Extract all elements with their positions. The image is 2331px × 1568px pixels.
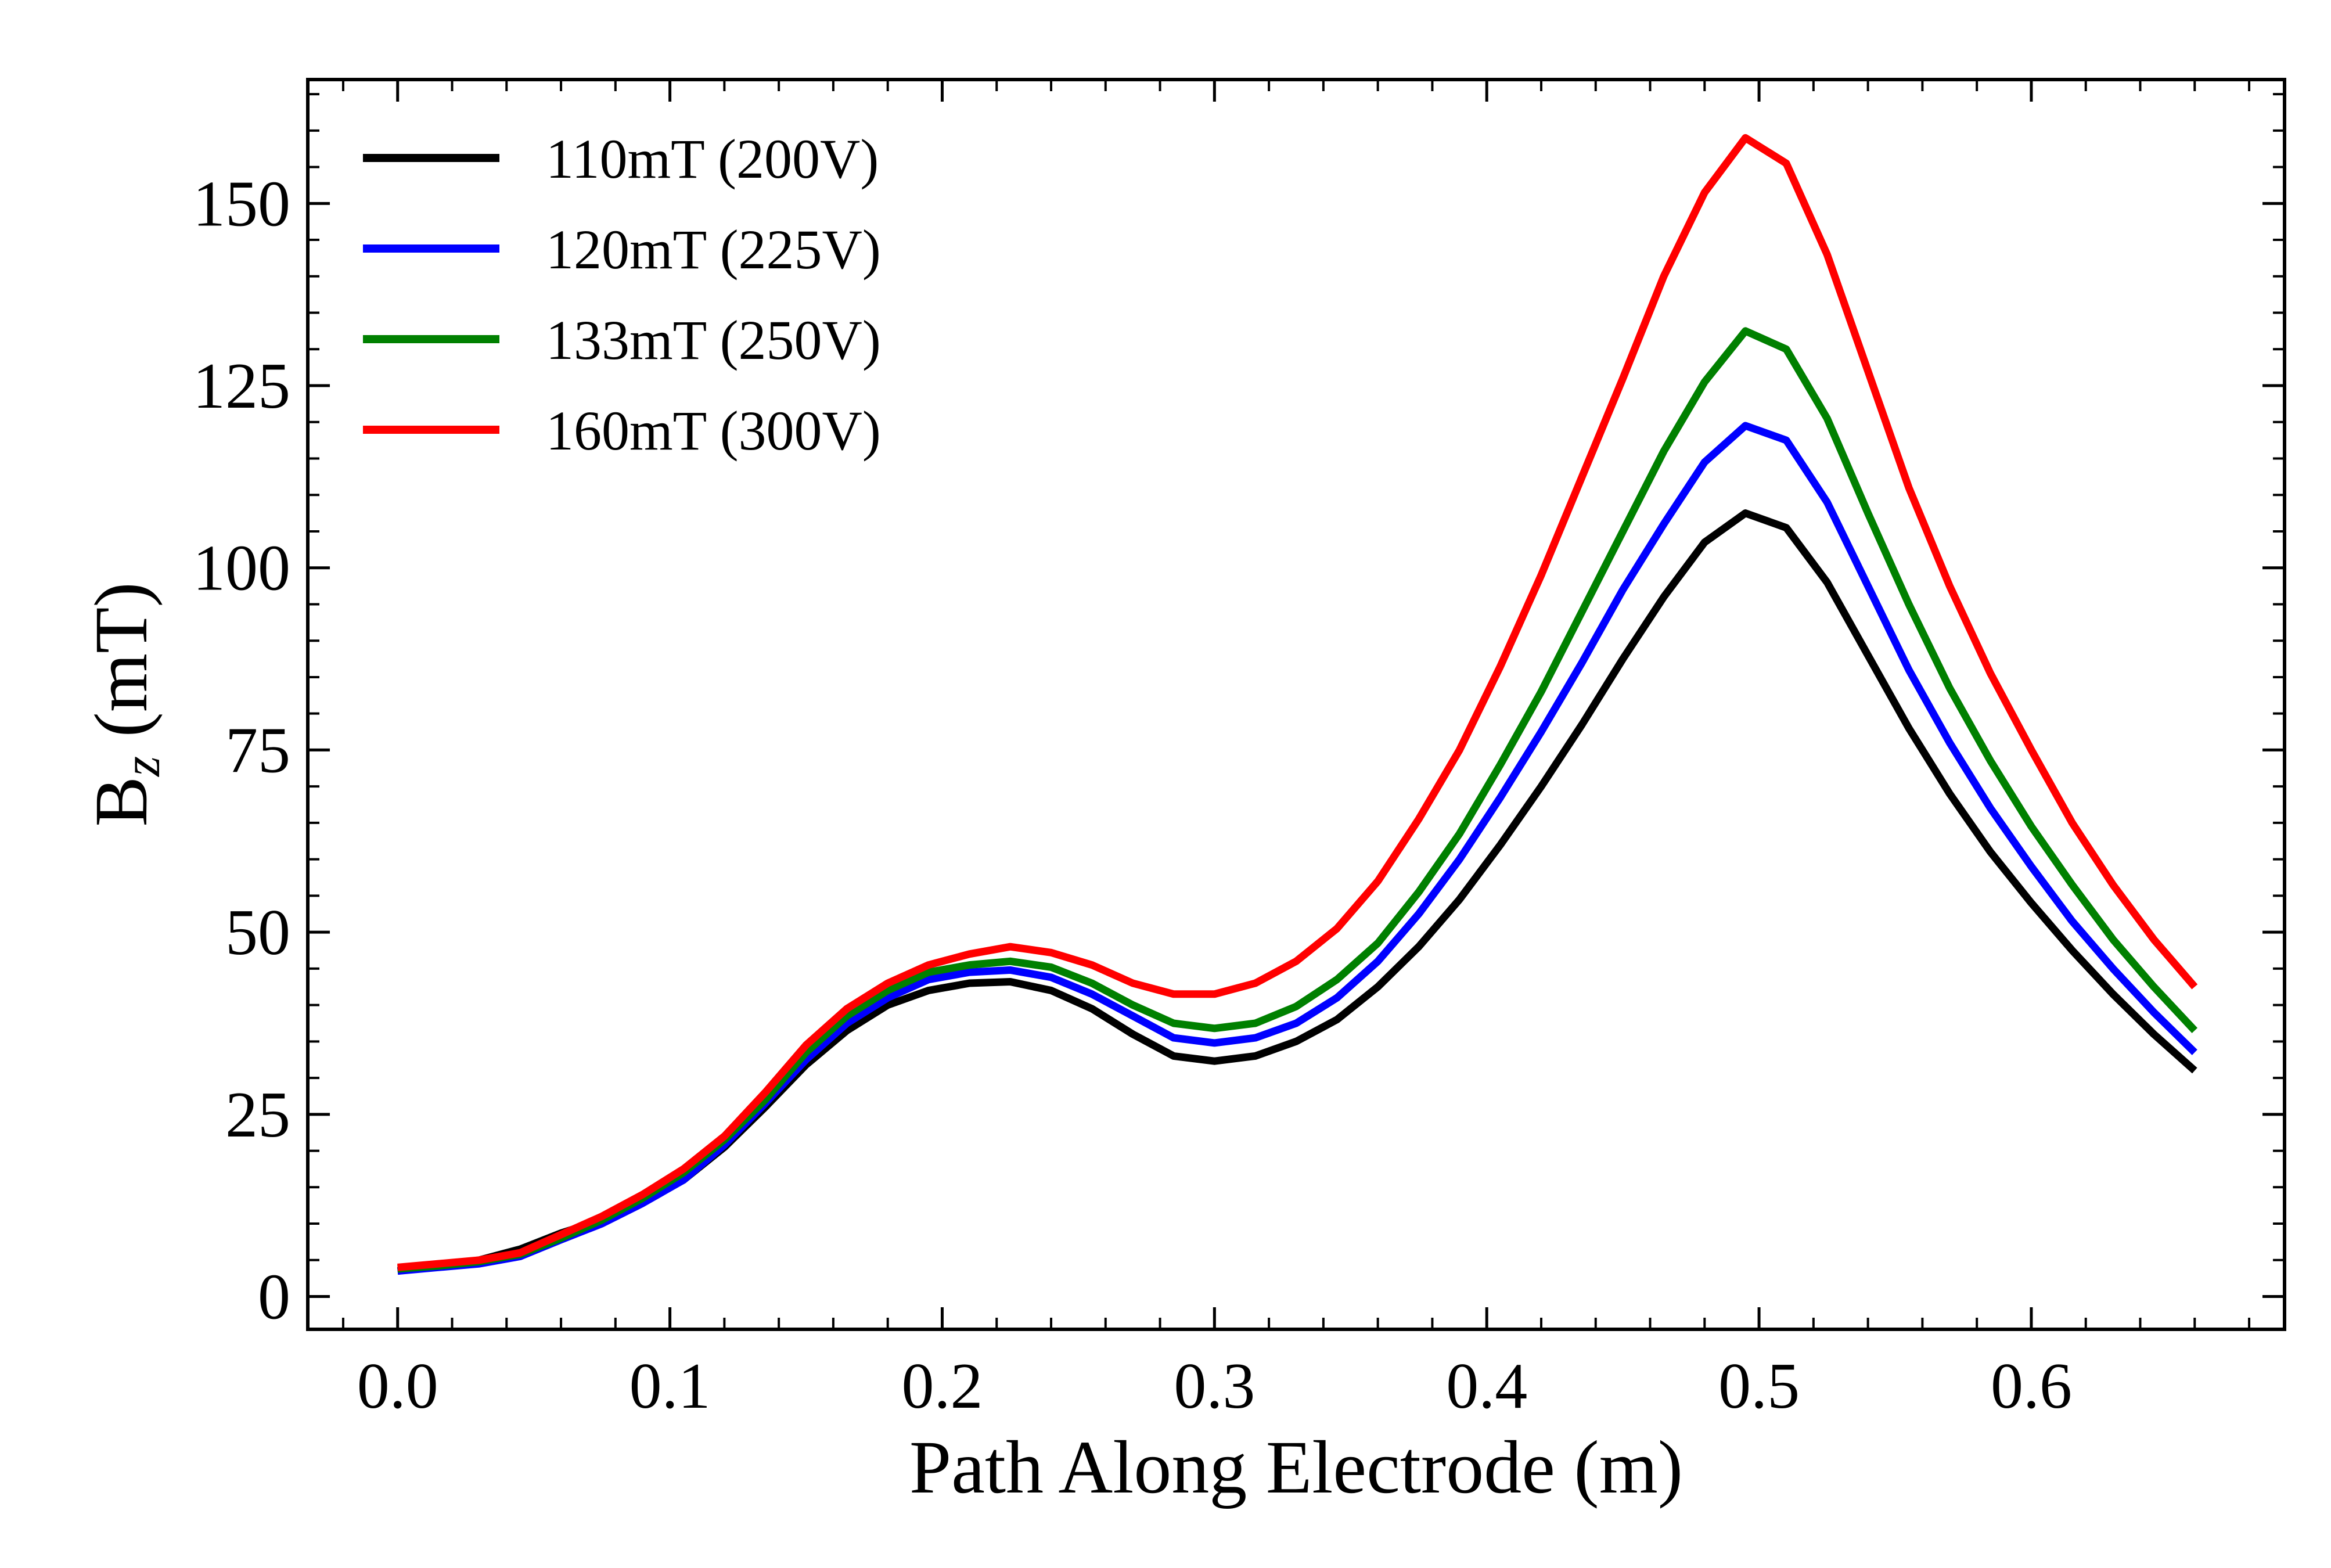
y-tick-label: 75 — [225, 714, 290, 786]
minor-ticks — [308, 80, 2285, 1329]
legend: 110mT (200V) 120mT (225V) 133mT (250V) 160m… — [363, 128, 881, 462]
y-tick-label: 25 — [225, 1079, 290, 1151]
x-tick-label: 0.0 — [357, 1350, 438, 1422]
legend-label-4: 160mT (300V) — [546, 400, 881, 462]
series-line-2 — [397, 422, 2197, 1275]
y-tick-label: 150 — [193, 168, 290, 240]
x-tick-label: 0.5 — [1718, 1350, 1800, 1422]
series-line-4 — [397, 134, 2198, 1271]
y-tick-label: 100 — [193, 533, 290, 605]
x-tick-label: 0.2 — [901, 1350, 983, 1422]
y-tick-label: 50 — [225, 897, 290, 969]
major-ticks — [308, 80, 2285, 1329]
y-tick-label: 125 — [193, 350, 290, 422]
x-axis-title: Path Along Electrode (m) — [909, 1426, 1683, 1509]
series-line-1 — [397, 509, 2197, 1275]
legend-label-3: 133mT (250V) — [546, 309, 881, 371]
y-tick-labels: 0 25 50 75 100 125 150 — [193, 168, 290, 1333]
y-axis-title-subscript: z — [113, 756, 171, 778]
y-tick-label: 0 — [258, 1261, 290, 1333]
plot-frame — [306, 78, 2286, 1331]
x-tick-label: 0.1 — [629, 1350, 711, 1422]
series-lines — [397, 134, 2198, 1275]
y-axis-title: Bz (mT) — [80, 582, 171, 826]
series-line-3 — [397, 327, 2198, 1273]
x-tick-label: 0.3 — [1174, 1350, 1255, 1422]
x-tick-labels: 0.0 0.1 0.2 0.3 0.4 0.5 0.6 — [357, 1350, 2072, 1422]
x-tick-label: 0.6 — [1991, 1350, 2072, 1422]
legend-label-2: 120mT (225V) — [546, 218, 881, 280]
legend-label-1: 110mT (200V) — [546, 128, 879, 190]
y-axis-title-main: B — [80, 776, 163, 827]
y-axis-title-unit: (mT) — [80, 582, 163, 756]
x-tick-label: 0.4 — [1446, 1350, 1527, 1422]
